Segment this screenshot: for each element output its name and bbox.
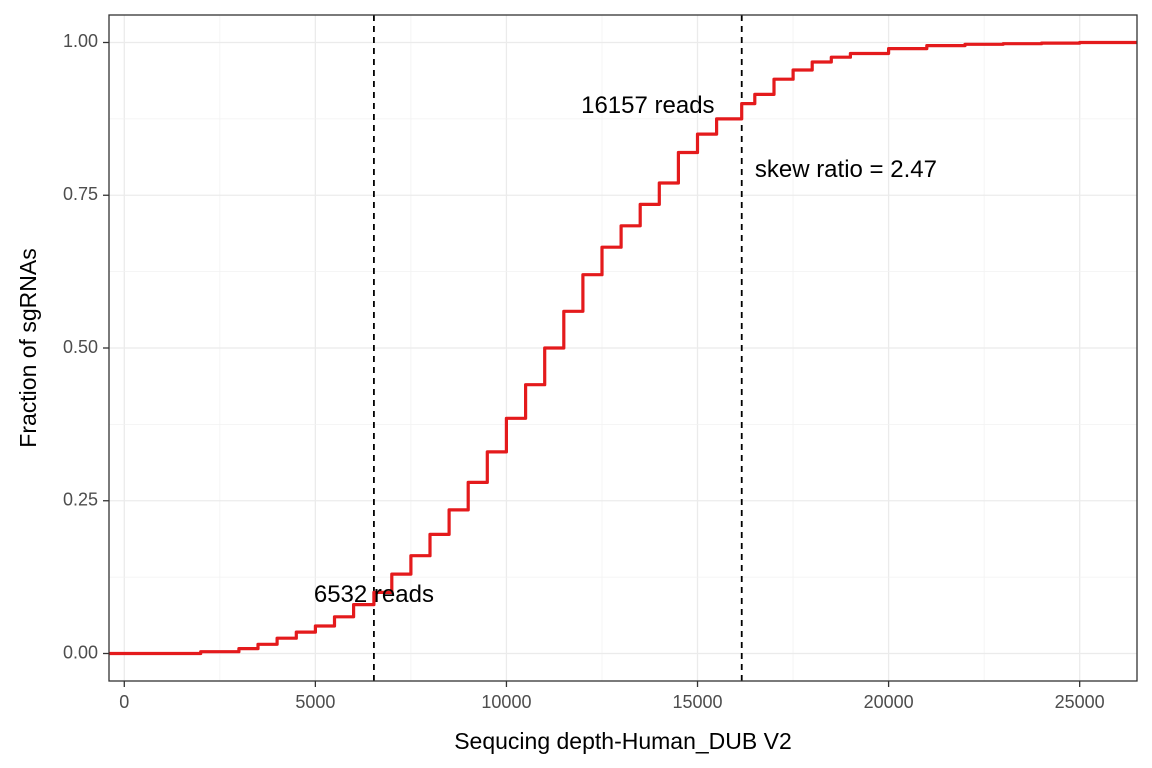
annotation-label: skew ratio = 2.47 [755,156,937,183]
x-tick-label: 20000 [864,692,914,712]
y-axis-ticks: 0.00 0.25 0.50 0.75 1.00 [63,31,109,662]
y-tick-label: 0.00 [63,642,98,662]
series-layer [109,40,1137,656]
x-tick-label: 15000 [672,692,722,712]
y-axis-title: Fraction of sgRNAs [15,248,41,447]
x-axis-title: Sequcing depth-Human_DUB V2 [454,728,792,754]
x-tick-label: 25000 [1055,692,1105,712]
y-tick-label: 0.25 [63,490,98,510]
x-tick-label: 0 [119,692,129,712]
y-tick-label: 0.75 [63,184,98,204]
x-tick-label: 5000 [295,692,335,712]
threshold-lines [373,15,743,681]
x-axis-ticks: 0 5000 10000 15000 20000 25000 [119,681,1105,712]
series-line [109,40,1137,656]
x-tick-label: 10000 [481,692,531,712]
annotation-label: 6532 reads [314,581,434,608]
y-tick-label: 1.00 [63,31,98,51]
annotation-label: 16157 reads [581,92,714,119]
annotations: 6532 reads 16157 reads skew ratio = 2.47 [314,92,937,608]
y-tick-label: 0.50 [63,337,98,357]
grid [109,15,1137,681]
